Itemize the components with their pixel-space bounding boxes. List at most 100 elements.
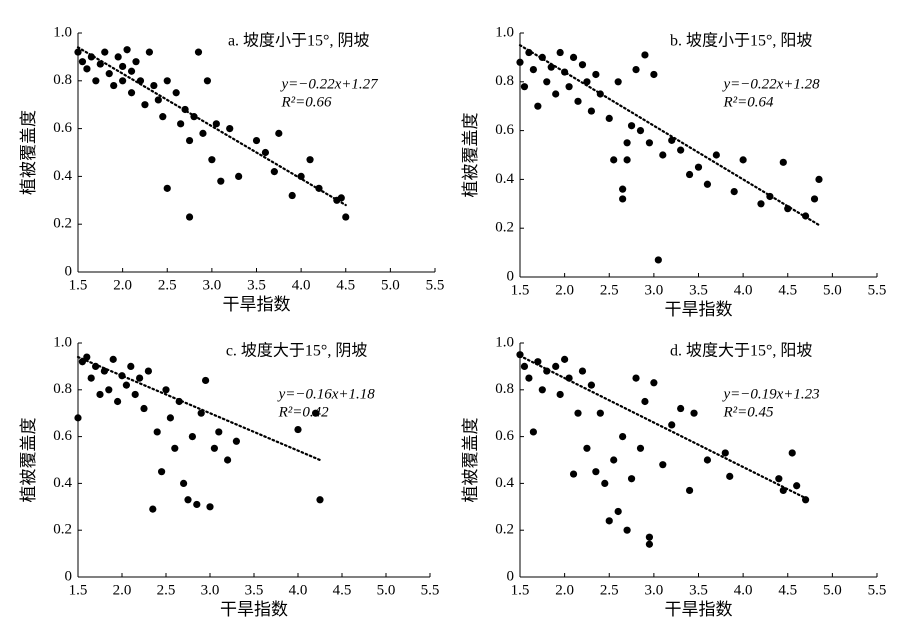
scatter-point: [105, 70, 113, 78]
x-tick-label: 2.0: [113, 277, 132, 293]
scatter-point: [215, 428, 223, 436]
scatter-point: [547, 63, 555, 71]
x-tick-label: 3.5: [689, 582, 708, 598]
scatter-point: [110, 81, 118, 90]
scatter-point: [578, 61, 587, 69]
scatter-point: [574, 97, 582, 105]
x-tick-label: 4.5: [778, 582, 797, 598]
x-tick-label: 2.0: [555, 282, 574, 298]
y-tick-label: 0.4: [53, 168, 72, 184]
scatter-point: [136, 77, 145, 85]
scatter-point: [337, 194, 345, 202]
x-tick-label: 4.0: [289, 582, 308, 598]
regression-equation: y=−0.22x+1.27: [279, 76, 379, 92]
scatter-point: [149, 505, 157, 513]
y-tick-label: 0.4: [495, 475, 514, 491]
scatter-point: [623, 139, 631, 147]
regression-equation: y=−0.19x+1.23: [721, 386, 819, 402]
scatter-point: [596, 409, 604, 417]
scatter-point: [226, 125, 234, 133]
x-tick-label: 3.0: [645, 282, 664, 298]
x-tick-label: 1.5: [69, 582, 88, 598]
panel-title: d. 坡度大于15°, 阳坡: [670, 342, 812, 360]
panel-title: b. 坡度小于15°, 阳坡: [670, 32, 812, 50]
scatter-point: [636, 127, 645, 135]
scatter-point: [180, 479, 188, 487]
scatter-point: [154, 96, 162, 104]
scatter-point: [140, 404, 148, 413]
x-tick-label: 2.5: [600, 582, 619, 598]
scatter-point: [614, 507, 622, 516]
scatter-point: [739, 156, 747, 164]
scatter-point: [185, 213, 194, 221]
scatter-point: [208, 156, 216, 164]
regression-equation: y=−0.22x+1.28: [721, 76, 820, 92]
scatter-point: [538, 386, 546, 394]
x-axis-label: 干旱指数: [220, 600, 288, 618]
scatter-point: [184, 496, 192, 504]
scatter-point: [569, 470, 578, 478]
x-tick-label: 2.0: [113, 582, 132, 598]
scatter-point: [726, 472, 734, 480]
scatter-point: [561, 355, 569, 363]
scatter-point: [119, 77, 127, 85]
scatter-point: [194, 48, 203, 56]
scatter-point: [252, 136, 261, 145]
scatter-point: [574, 409, 582, 417]
y-tick-label: 0.2: [53, 216, 72, 232]
scatter-point: [199, 129, 207, 137]
x-tick-label: 4.0: [734, 582, 753, 598]
scatter-point: [788, 449, 796, 457]
scatter-panel: 0 0.2 0.4 0.6 0.8 1.0 1.5 2.0 2.5 3.0 3.5 4.0 4.5 5.0…: [461, 334, 886, 618]
scatter-point: [127, 67, 136, 75]
scatter-point: [636, 444, 645, 452]
x-tick-label: 5.0: [823, 582, 842, 598]
r-squared: R²=0.66: [280, 94, 332, 110]
scatter-point: [261, 148, 270, 157]
scatter-point: [578, 367, 587, 375]
scatter-point: [166, 414, 174, 422]
trend-line: [76, 46, 347, 207]
scatter-point: [627, 122, 636, 130]
scatter-point: [592, 70, 600, 79]
scatter-point: [587, 107, 596, 115]
scatter-panel: 0 0.2 0.4 0.6 0.8 1.0 1.5 2.0 2.5 3.0 3.5 4.0 4.5 5.0…: [461, 24, 886, 318]
scatter-point: [516, 58, 524, 66]
scatter-point: [312, 409, 320, 417]
scatter-point: [592, 468, 600, 476]
x-tick-label: 1.5: [511, 282, 530, 298]
scatter-point: [210, 444, 218, 452]
scatter-point: [605, 517, 613, 525]
scatter-point: [757, 200, 765, 208]
scatter-point: [529, 66, 537, 74]
x-tick-label: 4.0: [734, 282, 753, 298]
y-tick-label: 0: [507, 268, 515, 284]
scatter-point: [650, 70, 658, 79]
x-axis-label: 干旱指数: [223, 295, 291, 314]
scatter-point: [569, 53, 578, 62]
trend-line: [518, 354, 807, 500]
scatter-point: [306, 156, 314, 164]
scatter-point: [583, 78, 591, 86]
scatter-point: [583, 444, 591, 452]
x-tick-label: 3.5: [689, 282, 708, 298]
scatter-point: [614, 78, 622, 86]
scatter-point: [645, 540, 654, 548]
scatter-point: [177, 120, 185, 128]
scatter-point: [316, 496, 324, 504]
x-tick-label: 2.0: [555, 582, 574, 598]
x-tick-label: 5.5: [421, 582, 440, 598]
scatter-point: [779, 158, 787, 166]
scatter-point: [185, 136, 194, 145]
scatter-point: [109, 355, 117, 363]
scatter-point: [632, 374, 640, 382]
x-tick-label: 3.0: [645, 582, 664, 598]
x-tick-label: 5.0: [381, 277, 400, 293]
scatter-point: [150, 81, 158, 90]
scatter-point: [224, 456, 232, 464]
scatter-point: [525, 374, 533, 382]
scatter-point: [565, 83, 573, 91]
scatter-point: [144, 367, 152, 375]
scatter-panel: 0 0.2 0.4 0.6 0.8 1.0 1.5 2.0 2.5 3.0 3.5 4.0 4.5 5.0…: [19, 334, 439, 618]
y-tick-label: 0.2: [495, 522, 514, 538]
